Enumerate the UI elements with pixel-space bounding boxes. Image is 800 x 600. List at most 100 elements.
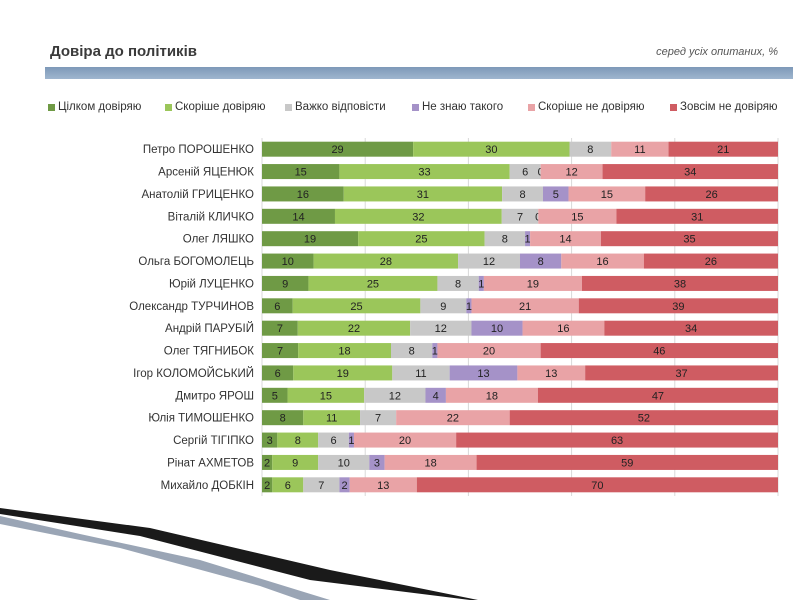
data-label: 70 <box>591 480 603 492</box>
legend-item-fully-distrust: Зовсім не довіряю <box>670 101 778 113</box>
data-label: 39 <box>672 301 684 313</box>
data-label: 1 <box>432 346 438 358</box>
bar-segment <box>262 275 309 291</box>
category-label: Михайло ДОБКІН <box>161 480 254 492</box>
bar-segment <box>358 231 485 247</box>
bar-segment <box>348 432 354 448</box>
bar-segment <box>318 454 370 470</box>
data-label: 8 <box>587 144 593 156</box>
bar-segment <box>392 365 450 381</box>
bar-segment <box>334 208 502 224</box>
bar-segment <box>476 454 778 470</box>
legend-swatch <box>165 103 172 111</box>
data-label: 37 <box>675 368 687 380</box>
bar-segment <box>509 164 541 180</box>
data-label: 59 <box>621 457 633 469</box>
bar-segment <box>437 275 479 291</box>
data-label: 34 <box>684 167 696 179</box>
data-label: 6 <box>275 368 281 380</box>
bar-segment <box>478 275 484 291</box>
data-label: 7 <box>517 211 523 223</box>
data-label: 13 <box>545 368 557 380</box>
data-label: 38 <box>674 278 686 290</box>
category-label: Андрій ПАРУБІЙ <box>165 322 254 335</box>
bar-segment <box>540 164 603 180</box>
bar-segment <box>611 141 669 157</box>
data-label: 18 <box>486 390 498 402</box>
data-label: 22 <box>447 413 459 425</box>
data-label: 47 <box>652 390 664 402</box>
data-label: 12 <box>389 390 401 402</box>
category-label: Сергій ТІГІПКО <box>173 435 254 447</box>
data-label: 2 <box>264 480 270 492</box>
bar-segment <box>349 477 417 493</box>
data-label: 12 <box>435 323 447 335</box>
bar-segment <box>277 432 319 448</box>
data-label: 8 <box>538 256 544 268</box>
bar-segment <box>569 141 612 157</box>
bar-segment <box>292 298 421 314</box>
slide-subtitle: серед усіх опитаних, % <box>656 46 778 58</box>
data-label: 19 <box>337 368 349 380</box>
bar-segment <box>604 320 778 336</box>
bar-segment <box>313 253 459 269</box>
category-label: Дмитро ЯРОШ <box>175 390 254 402</box>
data-label: 33 <box>418 167 430 179</box>
data-label: 8 <box>295 435 301 447</box>
data-label: 26 <box>705 256 717 268</box>
data-label: 14 <box>559 234 571 246</box>
data-label: 63 <box>611 435 623 447</box>
bar-segment <box>445 387 538 403</box>
bar-segment <box>262 387 288 403</box>
bar-segment <box>471 320 523 336</box>
data-label: 8 <box>455 278 461 290</box>
bar-segment <box>542 186 569 202</box>
data-label: 25 <box>367 278 379 290</box>
bar-segment <box>509 410 778 426</box>
bar-segment <box>458 253 520 269</box>
legend-swatch <box>48 103 55 111</box>
data-label: 11 <box>634 144 645 156</box>
data-label: 25 <box>350 301 362 313</box>
bar-segment <box>538 208 617 224</box>
data-label: 31 <box>417 189 429 201</box>
bar-segment <box>272 454 319 470</box>
title-rule <box>45 67 793 79</box>
data-label: 35 <box>683 234 695 246</box>
data-label: 2 <box>264 457 270 469</box>
bar-segment <box>303 410 361 426</box>
data-label: 8 <box>280 413 286 425</box>
category-label: Олег ТЯГНИБОК <box>164 346 255 358</box>
bar-segment <box>391 343 433 359</box>
bar-segment <box>293 365 393 381</box>
bar-segment <box>303 477 340 493</box>
data-label: 14 <box>292 211 304 223</box>
bar-segment <box>643 253 778 269</box>
data-label: 21 <box>717 144 729 156</box>
data-label: 3 <box>267 435 273 447</box>
bar-segment <box>416 477 778 493</box>
data-label: 21 <box>519 301 531 313</box>
data-label: 12 <box>483 256 495 268</box>
bar-segment <box>410 320 472 336</box>
bar-segment <box>262 164 340 180</box>
chart-legend: Цілком довіряю Скоріше довіряю Важко від… <box>48 101 800 115</box>
bar-segment <box>437 343 541 359</box>
bar-segment <box>471 298 579 314</box>
data-label: 25 <box>415 234 427 246</box>
data-label: 18 <box>338 346 350 358</box>
bar-segment <box>530 231 601 247</box>
data-label: 10 <box>282 256 294 268</box>
category-label: Юрій ЛУЦЕНКО <box>169 278 254 290</box>
legend-item-hard-to-say: Важко відповісти <box>285 101 386 113</box>
data-label: 1 <box>525 234 531 246</box>
legend-label: Скоріше не довіряю <box>538 101 645 113</box>
data-label: 1 <box>348 435 354 447</box>
bar-segment <box>364 387 426 403</box>
data-label: 15 <box>320 390 332 402</box>
data-label: 12 <box>565 167 577 179</box>
data-label: 20 <box>483 346 495 358</box>
category-label: Ігор КОЛОМОЙСЬКИЙ <box>133 367 254 380</box>
legend-item-dont-know: Не знаю такого <box>412 101 503 113</box>
bar-segment <box>449 365 518 381</box>
